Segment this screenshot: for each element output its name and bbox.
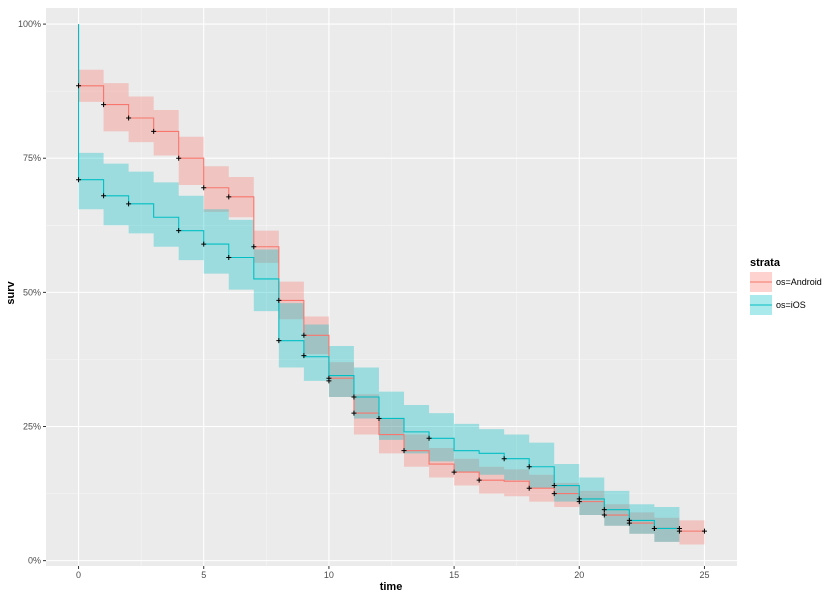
minor-grid: [46, 8, 737, 566]
censor-mark: [276, 338, 282, 344]
censor-mark: [676, 525, 682, 531]
censor-mark: [651, 525, 657, 531]
censor-mark: [401, 448, 407, 454]
legend-label: os=Android: [776, 277, 822, 287]
censor-mark: [426, 435, 432, 441]
x-axis-ticks: 0 5 10 15 20 25: [76, 566, 709, 580]
censor-mark: [601, 512, 607, 518]
censor-mark: [76, 83, 82, 89]
legend-items: os=Android os=iOS: [750, 272, 822, 315]
censor-mark: [326, 378, 332, 384]
survival-curve: [77, 24, 680, 529]
censor-mark: [226, 254, 232, 260]
y-tick-label: 50%: [23, 287, 41, 297]
x-tick-label: 15: [449, 570, 459, 580]
censor-mark: [501, 456, 507, 462]
x-tick-label: 0: [76, 570, 81, 580]
censor-mark: [526, 464, 532, 470]
censor-mark: [626, 517, 632, 523]
censor-mark: [126, 201, 132, 207]
censor-mark: [276, 297, 282, 303]
survival-lines: [77, 24, 705, 532]
y-tick-label: 100%: [18, 19, 41, 29]
censor-mark: [601, 507, 607, 513]
censor-mark: [226, 194, 232, 200]
confidence-band: [78, 69, 705, 545]
censor-mark: [551, 483, 557, 489]
legend: strata os=Android os=iOS: [750, 257, 822, 315]
legend-label: os=iOS: [776, 300, 806, 310]
y-tick-label: 25%: [23, 422, 41, 432]
censor-mark: [526, 485, 532, 491]
x-axis-title: time: [380, 581, 403, 593]
censor-mark: [476, 477, 482, 483]
x-tick-label: 25: [699, 570, 709, 580]
censor-mark: [176, 155, 182, 161]
censor-mark: [176, 228, 182, 234]
y-axis-title: surv: [5, 281, 17, 305]
censor-mark: [101, 193, 107, 199]
censor-mark: [351, 394, 357, 400]
censor-mark: [126, 115, 132, 121]
y-axis-ticks: 0% 25% 50% 75% 100%: [18, 19, 46, 566]
y-tick-label: 75%: [23, 153, 41, 163]
x-tick-label: 10: [324, 570, 334, 580]
censor-mark: [376, 415, 382, 421]
x-tick-label: 5: [201, 570, 206, 580]
censor-marks: [76, 83, 707, 534]
censor-mark: [251, 244, 257, 250]
x-tick-label: 20: [574, 570, 584, 580]
censor-mark: [301, 353, 307, 359]
censor-mark: [201, 185, 207, 191]
censor-mark: [76, 177, 82, 183]
censor-mark: [576, 496, 582, 502]
censor-mark: [151, 128, 157, 134]
y-tick-label: 0%: [28, 556, 41, 566]
survival-curve: [77, 24, 705, 532]
censor-mark: [701, 528, 707, 534]
censor-mark: [451, 469, 457, 475]
censor-mark: [301, 332, 307, 338]
censor-mark: [101, 102, 107, 108]
censor-mark: [551, 491, 557, 497]
censor-mark: [201, 241, 207, 247]
censor-mark: [351, 410, 357, 416]
major-grid: [46, 8, 737, 566]
legend-title: strata: [750, 257, 781, 269]
